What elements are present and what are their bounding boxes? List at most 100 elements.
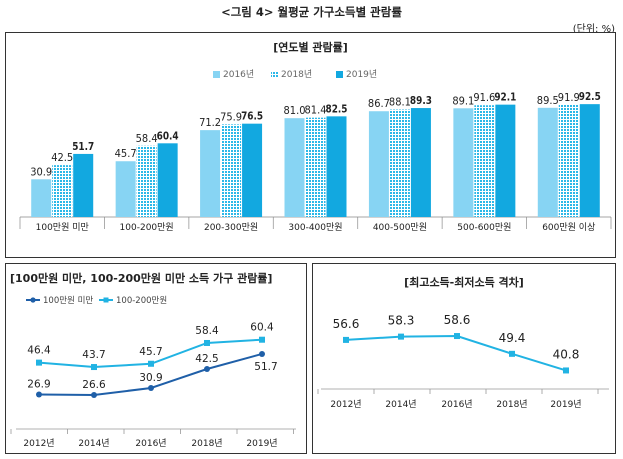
- bar: [221, 124, 242, 217]
- data-label: 51.7: [254, 361, 277, 373]
- legend-label: 2018년: [281, 69, 312, 80]
- figure-title: <그림 4> 월평균 가구소득별 관람률: [221, 5, 402, 19]
- data-point: [343, 336, 349, 343]
- data-label: 56.6: [333, 317, 360, 331]
- line-chart-2-title: [최고소득-최저소득 격차]: [404, 276, 524, 289]
- bar: [495, 104, 516, 217]
- data-label: 49.4: [499, 331, 526, 345]
- x-tick-label: 2019년: [246, 438, 277, 449]
- bar: [579, 104, 600, 217]
- data-point: [36, 391, 42, 398]
- data-label: 26.9: [27, 379, 50, 391]
- line-chart-1-svg: 2012년 2014년 2016년 2018년 2019년 26.9 26.6 30.9 42.…: [10, 296, 296, 449]
- data-point: [36, 359, 42, 366]
- bar-chart-svg: 30.9 42.551.7 100만원 미만 45.7 58.460.4 100-200만…: [19, 69, 612, 233]
- data-label: 26.6: [82, 379, 106, 391]
- x-tick-label: 2014년: [385, 399, 416, 410]
- x-tick-label: 2018년: [496, 399, 527, 410]
- line-chart-1-title: [100만원 미만, 100-200만원 미만 소득 가구 관람률]: [10, 272, 273, 285]
- line-chart-2-svg: 2012년 2014년 2016년 2018년 2019년 56.6 58.3 58.6 49.…: [317, 313, 609, 410]
- legend-label: 100-200만원: [116, 296, 167, 306]
- data-point: [259, 350, 265, 357]
- data-point: [204, 339, 210, 346]
- bar-value-label: 91.6: [473, 92, 495, 104]
- x-tick-label: 2016년: [441, 399, 472, 410]
- x-tick-label: 2018년: [191, 438, 222, 449]
- bar: [52, 165, 73, 217]
- bar-value-label: 42.5: [51, 152, 73, 164]
- data-point: [509, 350, 515, 357]
- x-tick-label: 2016년: [135, 438, 166, 449]
- x-tick-label: 100만원 미만: [36, 222, 89, 233]
- bar-value-label: 86.7: [368, 98, 390, 110]
- income-gap-line-chart-panel: [최고소득-최저소득 격차] 2012년 2014년 2016년 2018년 2019년…: [312, 263, 616, 454]
- bar-value-label: 89.1: [452, 95, 474, 107]
- data-label: 58.3: [388, 314, 415, 328]
- x-tick-label: 600만원 이상: [542, 222, 595, 233]
- x-tick-label: 500-600만원: [457, 222, 511, 233]
- bar: [389, 109, 410, 217]
- bar-value-label: 75.9: [220, 111, 242, 123]
- data-point: [204, 366, 210, 372]
- bar: [326, 116, 347, 217]
- bar-value-label: 76.5: [241, 111, 263, 123]
- data-point: [91, 392, 97, 399]
- data-point: [398, 333, 404, 340]
- bar-value-label: 45.7: [115, 148, 137, 160]
- bar-value-label: 89.3: [410, 95, 432, 107]
- bar-value-label: 58.4: [136, 133, 158, 145]
- legend-label: 100만원 미만: [43, 296, 93, 306]
- bar-chart-title: [연도별 관람률]: [273, 41, 348, 54]
- legend-swatch: [213, 71, 220, 78]
- x-tick-label: 100-200만원: [120, 222, 174, 233]
- low-income-line-chart-panel: [100만원 미만, 100-200만원 미만 소득 가구 관람률] 2012년…: [5, 263, 307, 454]
- bar-value-label: 71.2: [199, 117, 221, 129]
- bar: [453, 108, 474, 217]
- unit-label: (단위: %): [572, 24, 615, 35]
- bar: [157, 143, 178, 217]
- legend-label: 2016년: [223, 69, 254, 80]
- bar-value-label: 30.9: [30, 166, 52, 178]
- bar: [73, 153, 94, 217]
- bar: [368, 111, 389, 217]
- bar-value-label: 82.5: [326, 103, 348, 115]
- data-label: 40.8: [553, 347, 580, 361]
- bar: [242, 123, 263, 217]
- data-point: [148, 384, 154, 391]
- legend-swatch: [336, 71, 343, 78]
- bar: [31, 179, 52, 217]
- legend-swatch: [271, 71, 278, 78]
- x-tick-label: 2012년: [330, 399, 361, 410]
- bar: [115, 161, 136, 217]
- data-point: [563, 367, 569, 374]
- data-point: [454, 333, 460, 340]
- data-label: 30.9: [139, 372, 162, 384]
- bar-value-label: 51.7: [72, 141, 94, 153]
- bar: [410, 108, 431, 217]
- data-label: 42.5: [195, 353, 218, 365]
- bar: [284, 118, 305, 217]
- x-tick-label: 2014년: [78, 438, 109, 449]
- data-point: [148, 360, 154, 367]
- data-label: 46.4: [27, 345, 51, 357]
- data-label: 58.6: [444, 313, 471, 327]
- legend-marker: [103, 297, 109, 303]
- series-line: [345, 335, 567, 372]
- data-label: 45.7: [139, 346, 162, 358]
- bar-value-label: 81.4: [305, 105, 327, 117]
- x-tick-label: 300-400만원: [288, 222, 342, 233]
- bar: [305, 117, 326, 217]
- bar-value-label: 92.1: [494, 92, 516, 104]
- bar-value-label: 92.5: [579, 91, 601, 103]
- bar-value-label: 88.1: [389, 97, 411, 109]
- data-point: [259, 336, 265, 343]
- bar: [474, 105, 495, 217]
- bar: [136, 145, 157, 217]
- data-point: [91, 364, 97, 371]
- x-tick-label: 200-300만원: [204, 222, 258, 233]
- x-tick-label: 2012년: [23, 438, 54, 449]
- bar-value-label: 89.5: [537, 95, 559, 107]
- data-label: 43.7: [82, 349, 105, 361]
- x-tick-label: 400-500만원: [373, 222, 427, 233]
- bar: [200, 130, 221, 217]
